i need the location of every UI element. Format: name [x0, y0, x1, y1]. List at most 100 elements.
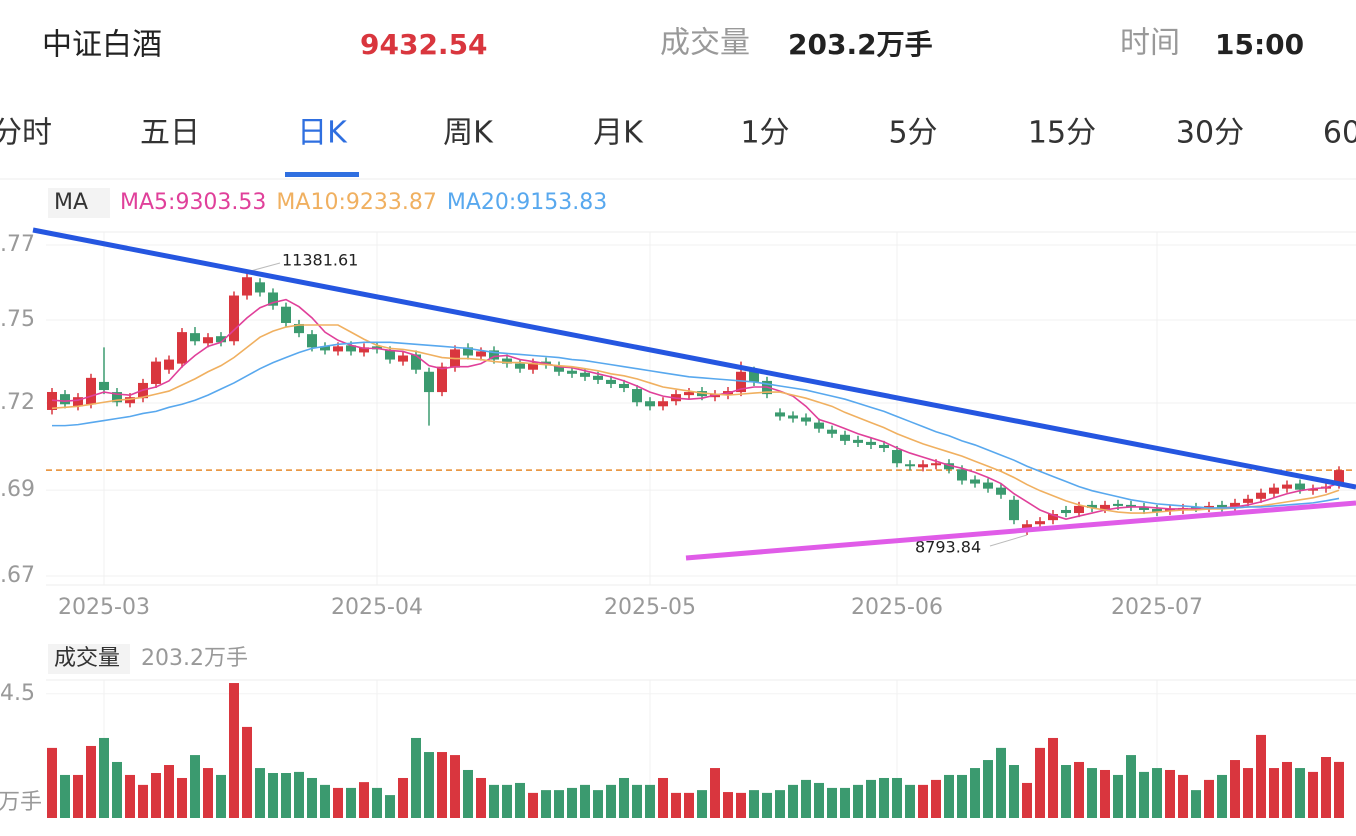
candle-body [593, 375, 603, 380]
volume-bar [580, 784, 590, 818]
legend-entry: MA5:9303.53 [120, 190, 266, 215]
candle-body [775, 412, 785, 417]
x-tick-label: 2025-03 [58, 595, 150, 620]
time: 15:00 [1215, 28, 1304, 61]
volume-bar [346, 787, 356, 818]
candle-body [307, 334, 317, 348]
candle-body [853, 439, 863, 443]
volume-bar [814, 782, 824, 818]
tab[interactable]: 60 [1323, 116, 1356, 151]
candle-body [294, 323, 304, 334]
candle-body [281, 306, 291, 323]
legend-box [48, 644, 130, 674]
volume-bar [1243, 768, 1253, 818]
candle-body [229, 295, 239, 342]
candle-body [801, 417, 811, 422]
volume-bar [190, 755, 200, 818]
volume-bar [1087, 768, 1097, 818]
tab[interactable]: 五日 [140, 116, 200, 151]
candle-body [112, 392, 122, 403]
volume-bar [1035, 747, 1045, 818]
volume-bar [853, 784, 863, 818]
volume-bar [333, 787, 343, 818]
price: 9432.54 [360, 28, 488, 61]
volume-bar [463, 769, 473, 818]
volume-bar [242, 726, 252, 818]
candle-body [879, 444, 889, 448]
candle-body [437, 366, 447, 393]
candle-body [411, 354, 421, 370]
volume-bar [164, 765, 174, 818]
ma-line [52, 341, 1340, 509]
candle-body [1230, 502, 1240, 507]
volume-bar [931, 779, 941, 818]
candle-body [645, 401, 655, 407]
volume-bar [970, 768, 980, 818]
candle-body [905, 464, 915, 467]
y-tick-label: .72 [0, 390, 35, 415]
volume-bar [385, 795, 395, 818]
volume-bar [268, 773, 278, 818]
volume-bar [1061, 765, 1071, 818]
tab[interactable]: 月K [593, 116, 644, 151]
volume-bar [905, 784, 915, 818]
volume-bar [1217, 774, 1227, 818]
x-tick-label: 2025-05 [604, 595, 696, 620]
volume-bar [879, 777, 889, 818]
volume-bar [60, 774, 70, 818]
volume-bar [710, 768, 720, 818]
volume-bar [1022, 782, 1032, 818]
volume-bar [1152, 768, 1162, 818]
max-annotation: 11381.61 [282, 251, 358, 270]
candle-body [749, 370, 759, 382]
volume-bar [1282, 761, 1292, 818]
candle-body [1139, 506, 1149, 510]
volume-bar [918, 784, 928, 818]
candle-body [658, 401, 668, 407]
resistance-trendline [32, 227, 1356, 490]
candle-body [515, 363, 525, 369]
candle-body [684, 392, 694, 396]
candle-body [385, 350, 395, 360]
candle-body [580, 372, 590, 377]
candle-body [359, 347, 369, 353]
volume-bar [606, 784, 616, 818]
candle-body [320, 346, 330, 351]
volume-bar [827, 787, 837, 818]
volume-bar [398, 777, 408, 818]
tab[interactable]: 分时 [0, 116, 52, 151]
volume-bar [554, 790, 564, 818]
y-tick-label: .67 [0, 563, 35, 588]
volume-bar [1334, 761, 1344, 818]
volume-bar [489, 784, 499, 818]
volume-bar [359, 782, 369, 818]
tab[interactable]: 1分 [740, 116, 789, 151]
candle-body [1126, 504, 1136, 507]
volume-bar [528, 792, 538, 818]
candle-body [203, 337, 213, 344]
candle-body [1061, 509, 1071, 514]
tab[interactable]: 15分 [1028, 116, 1096, 151]
volume-bar [801, 779, 811, 818]
legend-label: MA [54, 190, 88, 215]
x-tick-label: 2025-04 [331, 595, 423, 620]
candle-body [177, 332, 187, 364]
annotation-leader [989, 534, 1028, 547]
volume-bar [1113, 774, 1123, 818]
volume-bar [125, 774, 135, 818]
volume-bar [541, 790, 551, 818]
tab[interactable]: 周K [443, 116, 494, 151]
volume-bar [476, 777, 486, 818]
candle-body [1282, 484, 1292, 489]
candle-body [619, 383, 629, 389]
tab[interactable]: 日K [297, 116, 348, 151]
volume-bar [86, 745, 96, 818]
candle-body [1217, 504, 1227, 508]
candle-body [554, 365, 564, 372]
tab[interactable]: 5分 [888, 116, 937, 151]
candle-body [1022, 524, 1032, 529]
axis-unit: 万手 [0, 790, 42, 815]
volume-bar [788, 784, 798, 818]
tab[interactable]: 30分 [1176, 116, 1244, 151]
volume-bar [1191, 790, 1201, 818]
